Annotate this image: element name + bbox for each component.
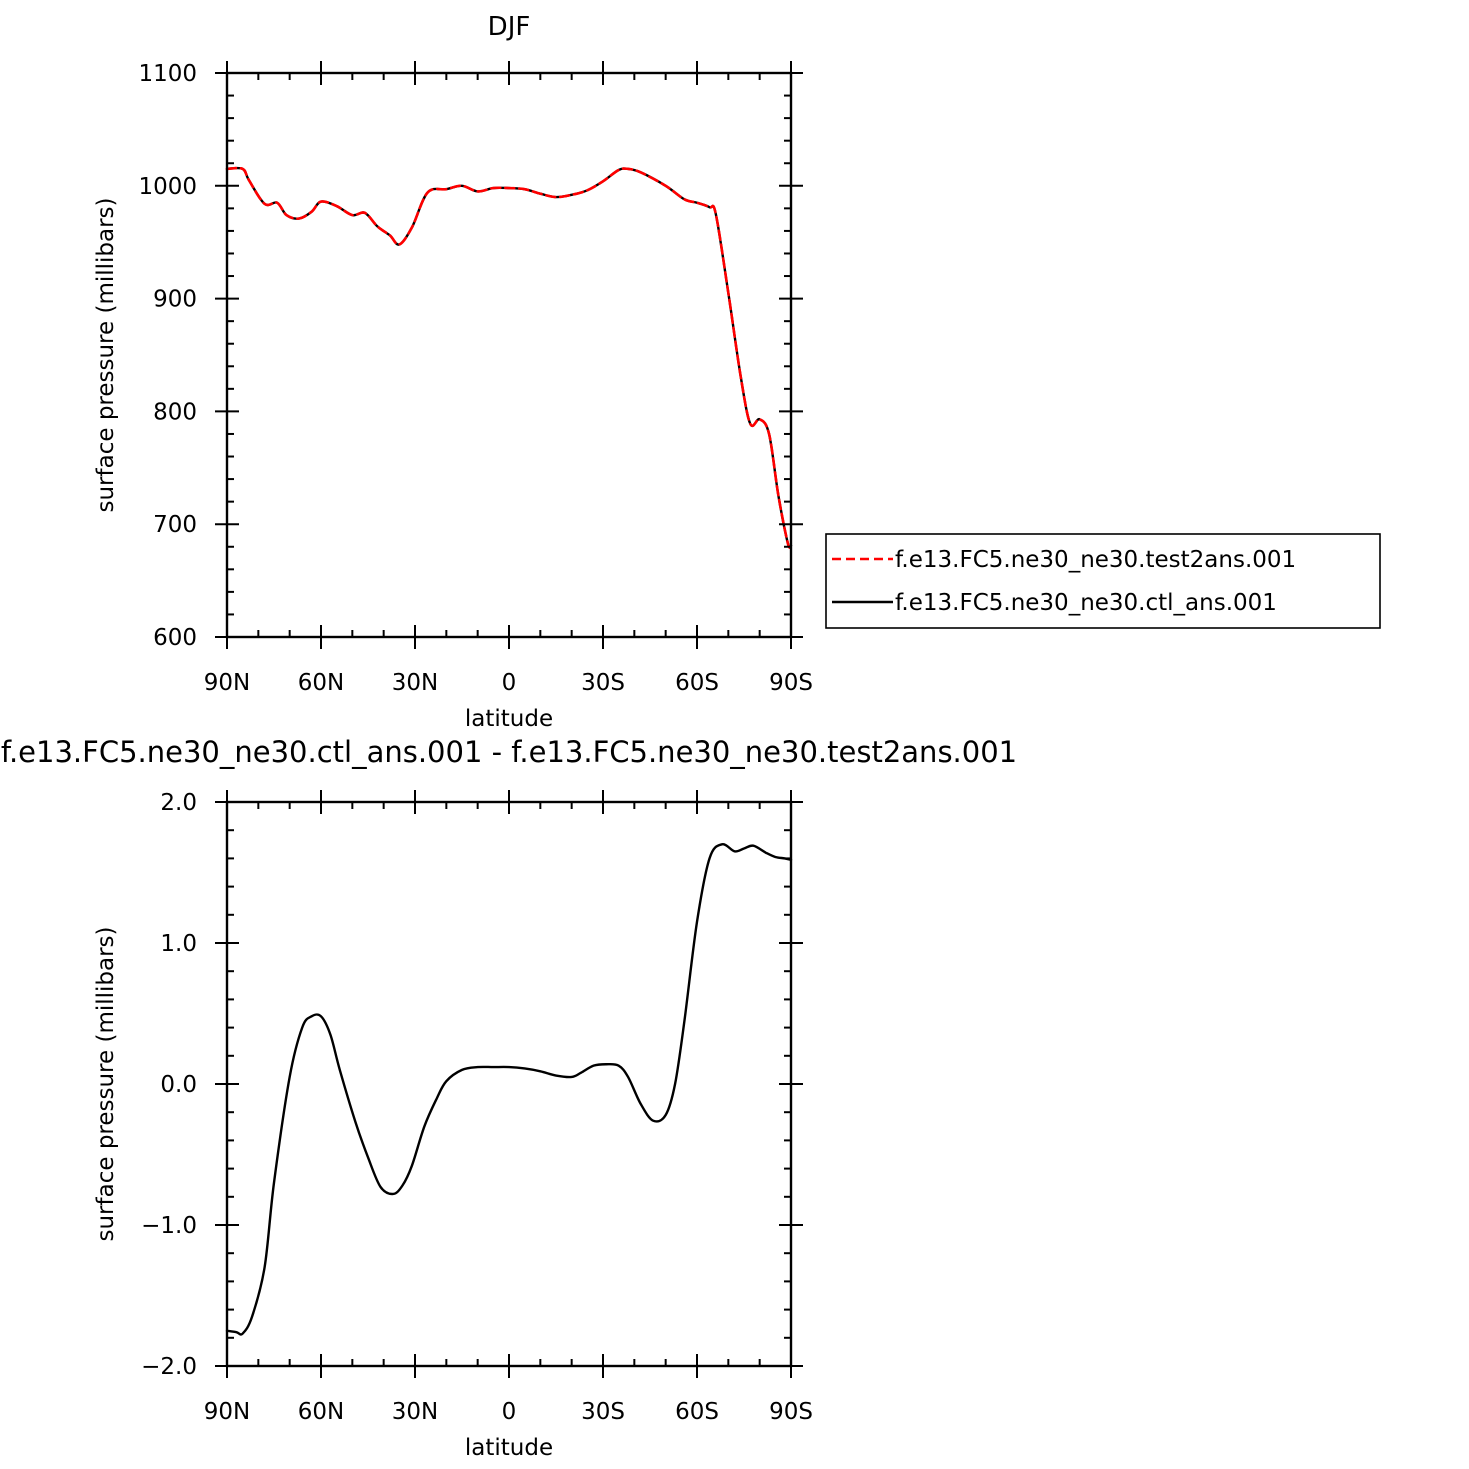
top-x-tick-label: 30S (581, 670, 625, 696)
bottom-x-tick-label: 30N (392, 1399, 438, 1425)
bottom-series-group (225, 843, 793, 1336)
bottom-x-tick-label: 30S (581, 1399, 625, 1425)
bottom-panel: f.e13.FC5.ne30_ne30.ctl_ans.001 - f.e13.… (1, 735, 1017, 1461)
top-y-tick-label: 1100 (138, 61, 197, 87)
top-series-group (225, 166, 793, 549)
top-axes: 90N 60N 30N 0 30S 60S 90S 600 700 800 900 1000 1100 (138, 61, 813, 696)
bottom-y-tick-label: −1.0 (141, 1213, 197, 1239)
top-x-tick-label: 30N (392, 670, 438, 696)
bottom-series-line-0 (225, 843, 793, 1336)
top-y-axis-label: surface pressure (millibars) (93, 197, 119, 512)
top-y-tick-label: 600 (153, 625, 197, 651)
top-y-tick-label: 900 (153, 287, 197, 313)
top-y-tick-label: 700 (153, 512, 197, 538)
bottom-x-tick-label: 90S (769, 1399, 813, 1425)
top-x-tick-label: 90N (204, 670, 250, 696)
bottom-plot-frame (225, 800, 793, 1368)
top-x-tick-label: 60N (298, 670, 344, 696)
bottom-x-tick-label: 0 (502, 1399, 517, 1425)
top-y-tick-label: 1000 (138, 174, 197, 200)
top-x-tick-label: 60S (675, 670, 719, 696)
top-x-tick-label: 90S (769, 670, 813, 696)
top-x-tick-label: 0 (502, 670, 517, 696)
legend-label-ctl: f.e13.FC5.ne30_ne30.ctl_ans.001 (895, 590, 1277, 616)
top-series-line-1 (225, 166, 793, 549)
bottom-x-tick-label: 60N (298, 1399, 344, 1425)
legend-label-test2ans: f.e13.FC5.ne30_ne30.test2ans.001 (895, 547, 1296, 573)
top-plot-frame (225, 71, 793, 639)
bottom-y-tick-label: 0.0 (160, 1072, 197, 1098)
top-y-tick-label: 800 (153, 399, 197, 425)
bottom-x-axis-label: latitude (465, 1435, 553, 1461)
top-x-axis-label: latitude (465, 706, 553, 732)
legend: f.e13.FC5.ne30_ne30.test2ans.001 f.e13.F… (825, 533, 1381, 629)
bottom-x-tick-label: 60S (675, 1399, 719, 1425)
legend-box (825, 533, 1381, 629)
bottom-x-tick-label: 90N (204, 1399, 250, 1425)
top-series-line-0 (225, 166, 793, 549)
bottom-title: f.e13.FC5.ne30_ne30.ctl_ans.001 - f.e13.… (1, 735, 1017, 769)
bottom-axes: 90N 60N 30N 0 30S 60S 90S −2.0 −1.0 0.0 1.0 2.0 (141, 790, 813, 1425)
bottom-y-tick-label: 1.0 (160, 931, 197, 957)
bottom-y-tick-label: 2.0 (160, 790, 197, 816)
bottom-y-axis-label: surface pressure (millibars) (93, 926, 119, 1241)
bottom-y-tick-label: −2.0 (141, 1354, 197, 1380)
top-title: DJF (488, 12, 531, 42)
top-panel: DJF 90N 60N 30N 0 30S 60S 90S 600 700 800 900 1000 1… (93, 12, 813, 732)
